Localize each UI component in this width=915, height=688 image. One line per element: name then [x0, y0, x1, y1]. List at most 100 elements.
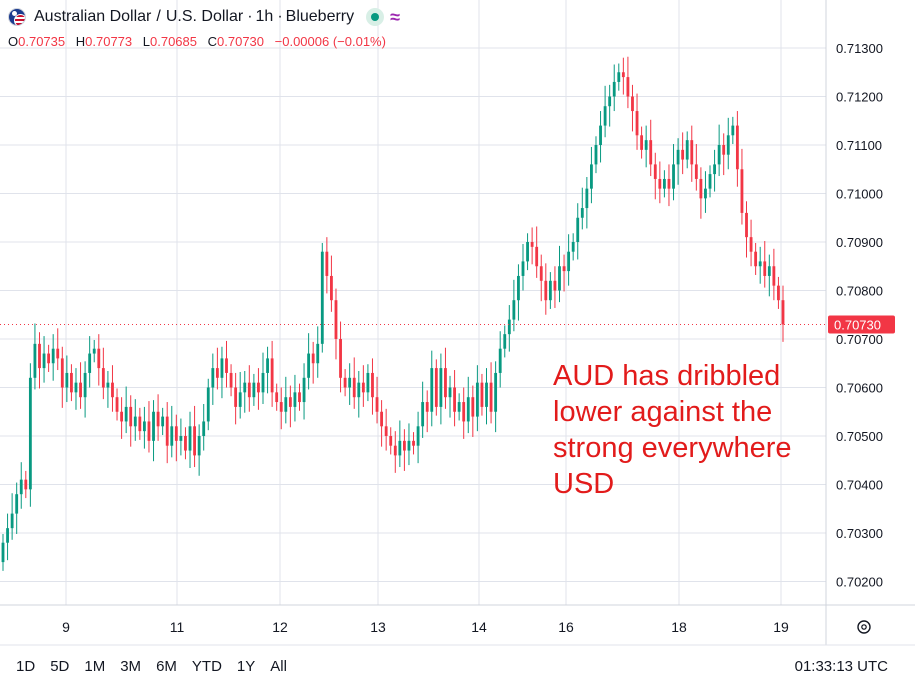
- candle-body: [193, 426, 196, 456]
- candle-series: [1, 56, 785, 571]
- candle-body: [302, 377, 306, 403]
- candle-body: [83, 372, 87, 398]
- range-1d-button[interactable]: 1D: [16, 658, 36, 675]
- candle-body: [517, 275, 520, 301]
- x-tick-label: 16: [558, 619, 574, 635]
- range-selector: 1D 5D 1M 3M 6M YTD 1Y All: [16, 658, 302, 675]
- candle-body: [47, 353, 51, 364]
- candle-body: [412, 440, 415, 446]
- candle-body: [38, 343, 41, 369]
- candle-body: [275, 392, 279, 403]
- quote-name: U.S. Dollar: [165, 8, 244, 25]
- low-label: L: [142, 34, 150, 49]
- y-tick-label: 0.70500: [836, 429, 883, 444]
- candle-body: [425, 402, 429, 412]
- candle-body: [19, 479, 23, 495]
- candle-body: [507, 319, 511, 335]
- candle-body: [225, 358, 228, 373]
- candle-body: [407, 440, 411, 451]
- candle-body: [334, 300, 338, 339]
- candle-body: [448, 387, 452, 398]
- candle-body: [434, 368, 438, 407]
- candle-body: [170, 426, 174, 446]
- candle-body: [361, 382, 365, 393]
- candle-body: [576, 217, 580, 242]
- candle-body: [512, 300, 516, 320]
- range-5d-button[interactable]: 5D: [50, 658, 70, 675]
- interval-label[interactable]: 1h: [255, 8, 274, 25]
- candle-body: [530, 242, 534, 247]
- candle-body: [161, 416, 165, 427]
- candle-body: [612, 81, 616, 97]
- wave-icon[interactable]: ≈: [390, 6, 401, 27]
- y-tick-label: 0.70700: [836, 332, 883, 347]
- range-1y-button[interactable]: 1Y: [236, 658, 256, 675]
- range-all-button[interactable]: All: [270, 658, 287, 675]
- x-tick-label: 18: [671, 619, 687, 635]
- candle-body: [165, 416, 169, 446]
- candle-body: [635, 111, 639, 136]
- y-tick-label: 0.70300: [836, 526, 883, 541]
- close-label: C: [207, 34, 218, 49]
- candle-body: [567, 251, 571, 272]
- candle-body: [257, 382, 260, 393]
- range-3m-button[interactable]: 3M: [120, 658, 142, 675]
- candle-body: [42, 353, 46, 369]
- candle-body: [722, 145, 726, 155]
- candle-body: [402, 440, 406, 451]
- y-tick-label: 0.70800: [836, 284, 883, 299]
- change-value: −0.00006 (−0.01%): [274, 34, 386, 49]
- candle-body: [498, 348, 502, 373]
- candle-body: [585, 188, 589, 209]
- market-status-icon[interactable]: [366, 8, 385, 26]
- y-tick-label: 0.71100: [836, 138, 882, 153]
- candle-body: [631, 96, 634, 112]
- candle-body: [685, 140, 689, 160]
- candle-body: [247, 382, 251, 398]
- candle-body: [393, 445, 397, 456]
- symbol-header[interactable]: Australian Dollar / U.S. Dollar · 1h · B…: [8, 5, 400, 29]
- candle-body: [640, 135, 644, 150]
- candle-body: [480, 382, 484, 407]
- candle-body: [544, 280, 548, 301]
- candle-body: [330, 275, 333, 301]
- candle-body: [375, 397, 379, 412]
- y-tick-label: 0.71300: [836, 41, 883, 56]
- utc-clock[interactable]: 01:33:13 UTC: [794, 658, 888, 675]
- chart-grid: [0, 0, 826, 605]
- candle-body: [307, 353, 311, 378]
- candle-body: [489, 382, 493, 412]
- open-value: 0.70735: [18, 34, 66, 49]
- candle-body: [626, 77, 630, 97]
- candle-body: [138, 416, 142, 432]
- candle-body: [357, 382, 361, 398]
- candle-body: [311, 353, 315, 364]
- candle-body: [439, 368, 443, 407]
- candle-body: [220, 358, 224, 378]
- candle-body: [320, 251, 324, 344]
- candle-body: [713, 164, 716, 175]
- range-1m-button[interactable]: 1M: [84, 658, 106, 675]
- candle-body: [562, 266, 566, 272]
- candle-body: [781, 300, 785, 325]
- candle-body: [690, 140, 694, 165]
- candle-body: [548, 280, 552, 301]
- last-price-tag: [828, 315, 895, 334]
- range-ytd-button[interactable]: YTD: [191, 658, 222, 675]
- candle-body: [234, 387, 238, 407]
- candle-body: [594, 145, 598, 165]
- candle-body: [371, 372, 374, 398]
- candle-body: [521, 261, 525, 276]
- high-label: H: [75, 34, 86, 49]
- candle-body: [580, 208, 584, 218]
- x-tick-label: 11: [170, 619, 185, 635]
- range-6m-button[interactable]: 6M: [156, 658, 177, 675]
- candle-body: [88, 353, 92, 373]
- candle-body: [672, 164, 675, 189]
- candle-body: [608, 96, 612, 107]
- x-tick-label: 14: [471, 619, 487, 635]
- candle-body: [475, 382, 479, 417]
- y-tick-label: 0.70400: [836, 478, 883, 493]
- candle-body: [599, 125, 602, 145]
